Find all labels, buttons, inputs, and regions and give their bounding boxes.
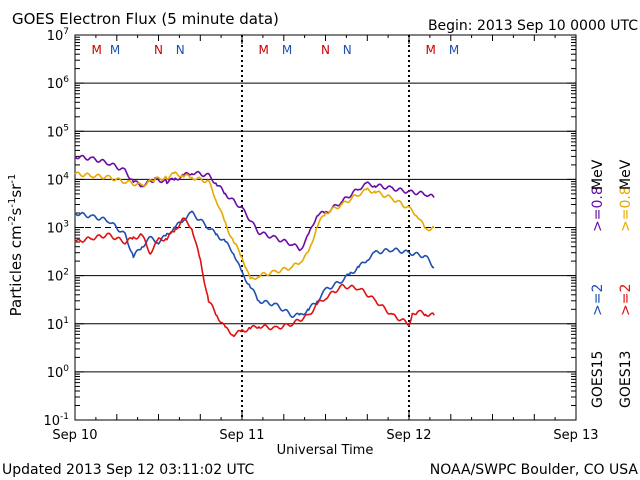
updated-label: Updated 2013 Sep 12 03:11:02 UTC	[2, 462, 255, 478]
mn-marker: M	[282, 43, 292, 57]
y-tick-label: 103	[47, 220, 69, 237]
mn-marker: M	[259, 43, 269, 57]
mn-marker: N	[176, 43, 185, 57]
y-tick-labels: 107 106 105 104 103 102 101 100 10-1	[43, 27, 69, 429]
y-tick-label: 100	[47, 364, 70, 381]
y-tick-label: 10-1	[43, 412, 69, 429]
legend-goes13-ge2: >=2	[618, 284, 634, 316]
mn-marker: M	[449, 43, 459, 57]
y-axis-label: Particles cm-2s-1sr-1	[7, 174, 25, 317]
gridlines	[75, 82, 576, 373]
x-tick-labels: Sep 10 Sep 11 Sep 12 Sep 13	[52, 428, 598, 443]
x-axis-label: Universal Time	[277, 443, 374, 458]
y-tick-label: 106	[47, 75, 70, 92]
legend-goes15-label: GOES15	[590, 351, 606, 408]
credit-label: NOAA/SWPC Boulder, CO USA	[430, 462, 639, 478]
series-line	[74, 210, 435, 319]
x-tick-label: Sep 12	[386, 428, 431, 443]
x-tick-label: Sep 13	[553, 428, 598, 443]
legend-mev-goes15: MeV	[590, 159, 606, 190]
y-tick-label: 105	[47, 123, 69, 140]
legend-goes15-ge08: >=0.8	[590, 186, 606, 232]
day-dividers	[241, 35, 410, 420]
legend-goes15-ge2: >=2	[590, 284, 606, 316]
x-tick-label: Sep 10	[52, 428, 97, 443]
mn-marker: M	[92, 43, 102, 57]
series-line	[74, 154, 435, 252]
axis-ticks	[74, 35, 577, 421]
mn-marker: M	[426, 43, 436, 57]
legend-mev-goes13: MeV	[618, 159, 634, 190]
legend-goes13-ge08: >=0.8	[618, 186, 634, 232]
chart-title: GOES Electron Flux (5 minute data)	[12, 10, 279, 28]
mn-marker: M	[110, 43, 120, 57]
mn-marker: N	[154, 43, 163, 57]
series-line	[74, 171, 435, 281]
y-tick-label: 107	[47, 27, 69, 44]
legend-goes13-label: GOES13	[618, 351, 634, 408]
y-tick-label: 104	[47, 171, 70, 188]
begin-label: Begin: 2013 Sep 10 0000 UTC	[428, 18, 638, 34]
mn-marker: N	[343, 43, 352, 57]
y-tick-label: 102	[47, 268, 69, 285]
y-tick-label: 101	[47, 316, 69, 333]
series-line	[74, 217, 435, 338]
mn-marker: N	[321, 43, 330, 57]
x-tick-label: Sep 11	[219, 428, 264, 443]
series-layer	[74, 154, 435, 338]
